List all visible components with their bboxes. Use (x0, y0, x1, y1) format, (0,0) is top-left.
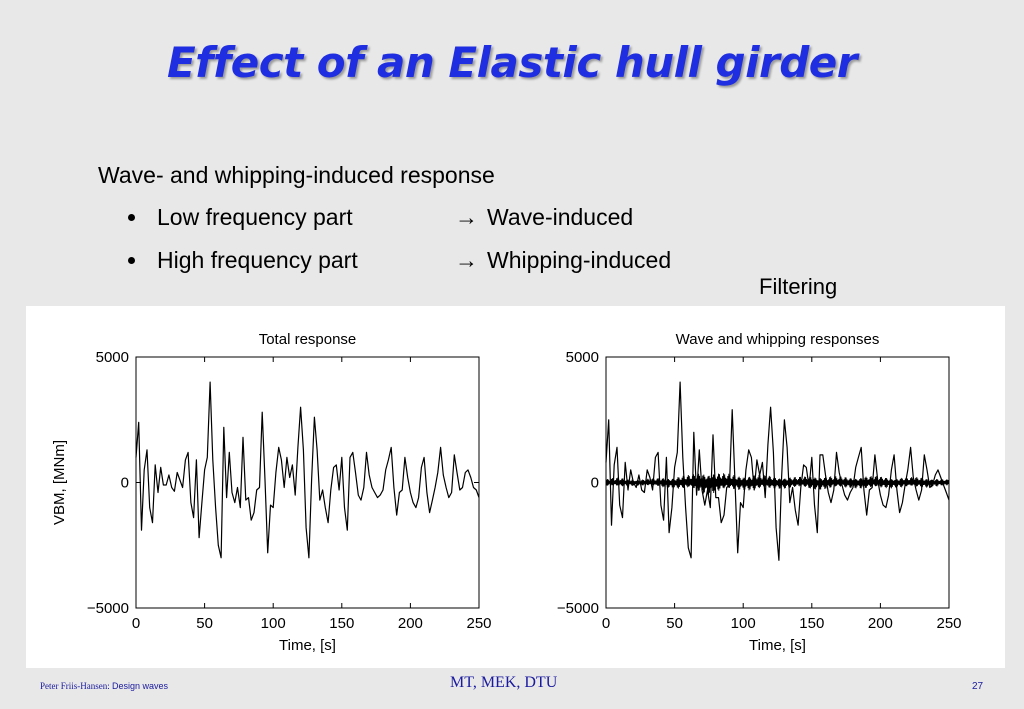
chart-title: Total response (259, 331, 357, 348)
x-tick-label: 100 (261, 615, 286, 632)
y-tick-label: 5000 (566, 349, 599, 366)
slide-title: Effect of an Elastic hull girder (166, 38, 858, 87)
footer-institution: MT, MEK, DTU (450, 674, 558, 691)
y-tick-label: 0 (591, 475, 599, 492)
bullet-label: Low frequency part (157, 204, 353, 230)
arrow-icon: → (455, 204, 478, 230)
x-axis-label: Time, [s] (749, 637, 806, 654)
x-tick-label: 250 (466, 615, 491, 632)
lead-text: Wave- and whipping-induced response (98, 162, 495, 188)
series-line-whipping (605, 473, 950, 495)
x-tick-label: 150 (329, 615, 354, 632)
arrow-icon: → (455, 247, 478, 273)
plot-frame (135, 356, 480, 609)
chart-panel: 0 50 100 150 200 250 5000 0 −5000 Total response T… (26, 306, 1005, 668)
bullet-dot (128, 214, 135, 221)
series-line (135, 381, 480, 559)
footer-author: Peter Friis-Hansen: Design waves (40, 681, 168, 691)
x-tick-label: 50 (666, 615, 683, 632)
y-tick-label: 0 (121, 475, 129, 492)
bullet-result: Wave-induced (487, 204, 634, 230)
y-axis-label: VBM, [MNm] (51, 440, 68, 525)
x-tick-label: 50 (196, 615, 213, 632)
y-tick-label: −5000 (87, 600, 129, 617)
footer-topic: Design waves (112, 681, 169, 691)
x-tick-label: 0 (602, 615, 610, 632)
x-tick-label: 250 (936, 615, 961, 632)
bullet-result: Whipping-induced (487, 247, 672, 273)
x-tick-label: 0 (132, 615, 140, 632)
x-axis-label: Time, [s] (279, 637, 336, 654)
chart-title: Wave and whipping responses (676, 331, 880, 348)
footer-author-name: Peter Friis-Hansen: (40, 681, 110, 691)
bullet-label: High frequency part (157, 247, 358, 273)
y-tick-label: −5000 (557, 600, 599, 617)
x-tick-label: 200 (398, 615, 423, 632)
filtering-annotation: Filtering (759, 274, 838, 299)
series-line (605, 381, 950, 561)
x-tick-label: 150 (799, 615, 824, 632)
x-tick-label: 100 (731, 615, 756, 632)
y-tick-label: 5000 (96, 349, 129, 366)
page-number: 27 (972, 681, 984, 692)
bullet-dot (128, 257, 135, 264)
x-tick-label: 200 (868, 615, 893, 632)
